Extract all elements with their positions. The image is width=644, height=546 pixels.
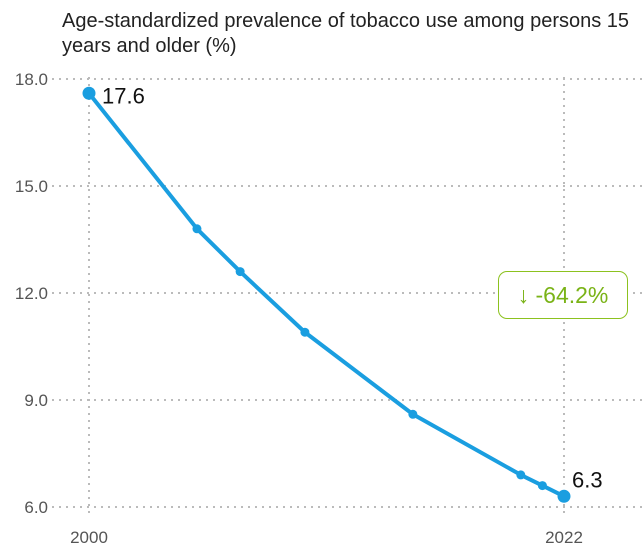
y-tick-label: 6.0 <box>24 498 48 517</box>
series-line <box>87 91 566 499</box>
data-label: 6.3 <box>572 467 603 492</box>
x-tick-label: 2000 <box>70 528 108 546</box>
data-point <box>408 409 418 419</box>
data-point <box>300 327 310 337</box>
y-tick-label: 12.0 <box>15 284 48 303</box>
y-tick-label: 18.0 <box>15 70 48 89</box>
y-tick-label: 15.0 <box>15 177 48 196</box>
chart-title: Age-standardized prevalence of tobacco u… <box>62 10 630 57</box>
data-label: 17.6 <box>102 83 145 108</box>
data-point <box>192 224 202 234</box>
data-point <box>537 481 547 491</box>
data-point <box>82 86 96 100</box>
y-tick-label: 9.0 <box>24 391 48 410</box>
data-point <box>516 470 526 480</box>
x-tick-label: 2022 <box>545 528 583 546</box>
change-badge: ↓ -64.2% <box>498 271 628 319</box>
data-point <box>557 489 571 503</box>
data-point <box>235 267 245 277</box>
